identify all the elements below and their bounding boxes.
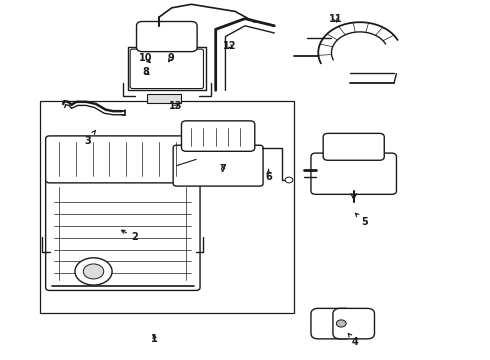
Text: 3: 3 [84,130,96,145]
FancyBboxPatch shape [137,22,197,51]
Text: 9: 9 [168,53,174,63]
Bar [40,101,294,313]
FancyBboxPatch shape [46,177,200,291]
Text: 4: 4 [348,333,358,347]
Text: 1: 1 [151,333,158,343]
Text: 12: 12 [222,41,236,50]
FancyBboxPatch shape [46,136,200,183]
FancyBboxPatch shape [323,134,384,160]
FancyBboxPatch shape [130,49,203,89]
Bar [147,94,181,103]
Text: 11: 11 [329,14,342,24]
Text: 7: 7 [220,164,226,174]
Text: 2: 2 [122,230,139,242]
Circle shape [285,177,293,183]
FancyBboxPatch shape [333,309,374,339]
Circle shape [75,258,112,285]
Text: 8: 8 [143,67,150,77]
FancyBboxPatch shape [173,145,263,186]
FancyBboxPatch shape [311,153,396,194]
Text: 5: 5 [355,213,368,227]
Circle shape [83,264,104,279]
Text: 10: 10 [139,53,152,63]
Text: 13: 13 [169,102,182,112]
Text: 6: 6 [265,169,272,182]
FancyBboxPatch shape [311,309,352,339]
Circle shape [336,320,346,327]
FancyBboxPatch shape [181,121,255,151]
